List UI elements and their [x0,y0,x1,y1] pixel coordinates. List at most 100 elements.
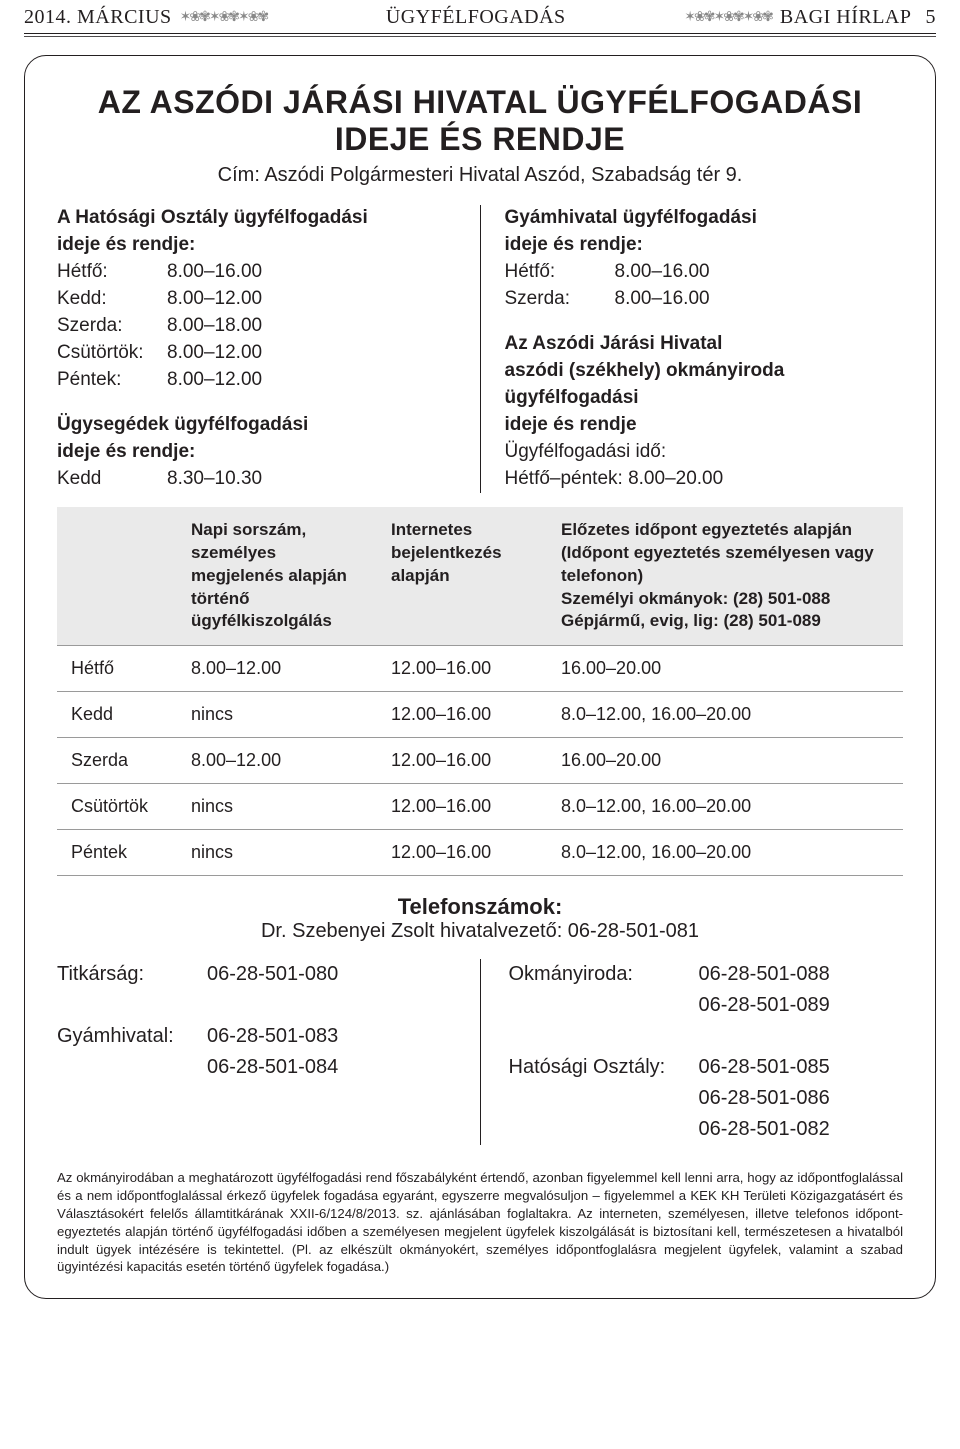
divider [24,36,936,37]
section-heading: ügyfélfogadási [505,385,904,412]
header-date: 2014. MÁRCIUS [24,6,172,29]
table-cell: 12.00–16.00 [377,646,547,692]
phones-title: Telefonszámok: [57,894,903,920]
col-header-line: Gépjármű, evig, lig: (28) 501-089 [561,610,889,633]
table-cell: 12.00–16.00 [377,784,547,830]
schedule-time: 8.00–16.00 [167,259,456,286]
phone-number: 06-28-501-082 [699,1114,904,1145]
schedule-day: Szerda: [57,313,167,340]
schedule-day: Kedd: [57,286,167,313]
table-header-row: Napi sorszám, személyes megjelenés alapj… [57,507,903,646]
address-line: Cím: Aszódi Polgármesteri Hivatal Aszód,… [57,164,903,187]
header-left: 2014. MÁRCIUS ✶❀✾✶❀✾✶❀✾ [24,6,267,29]
main-title-line2: IDEJE ÉS RENDJE [57,121,903,158]
main-title-line1: AZ ASZÓDI JÁRÁSI HIVATAL ÜGYFÉLFOGADÁSI [57,84,903,121]
table-row: Szerda8.00–12.0012.00–16.0016.00–20.00 [57,738,903,784]
phone-number: 06-28-501-084 [207,1052,452,1083]
section-heading: ideje és rendje: [57,439,456,466]
table-cell: nincs [177,784,377,830]
phone-number: 06-28-501-085 [699,1052,904,1083]
schedule-time: 8.00–16.00 [615,286,904,313]
schedule-table: Napi sorszám, személyes megjelenés alapj… [57,507,903,877]
phone-number: 06-28-501-086 [699,1083,904,1114]
header-right: ✶❀✾✶❀✾✶❀✾ BAGI HÍRLAP 5 [684,6,936,29]
table-cell: 8.0–12.00, 16.00–20.00 [547,830,903,876]
phones-left-col: Titkárság:06-28-501-080Gyámhivatal:06-28… [57,959,481,1145]
schedule-time: 8.00–16.00 [615,259,904,286]
phone-number: 06-28-501-089 [699,990,904,1021]
table-cell: 8.00–12.00 [177,738,377,784]
header-paper-name: BAGI HÍRLAP [780,6,912,29]
section-heading: ideje és rendje: [57,232,456,259]
schedule-time: 8.30–10.30 [167,466,456,493]
schedule-day: Csütörtök: [57,340,167,367]
table-cell: 12.00–16.00 [377,692,547,738]
phone-number: 06-28-501-088 [699,959,904,990]
phone-label: Gyámhivatal: [57,1021,207,1052]
table-cell: Hétfő [57,646,177,692]
phone-row: Okmányiroda:06-28-501-088 [509,959,904,990]
phone-row: Titkárság:06-28-501-080 [57,959,452,990]
table-row: Keddnincs12.00–16.008.0–12.00, 16.00–20.… [57,692,903,738]
schedule-line: Ügyfélfogadási idő: [505,439,904,466]
schedule-time: 8.00–18.00 [167,313,456,340]
col-header-line: Előzetes időpont egyeztetés alapján [561,519,889,542]
office-hours-columns: A Hatósági Osztály ügyfélfogadási ideje … [57,205,903,493]
schedule-row: Csütörtök:8.00–12.00 [57,340,456,367]
phone-label: Okmányiroda: [509,959,699,990]
phone-label: Titkárság: [57,959,207,990]
ornament-icon: ✶❀✾✶❀✾✶❀✾ [180,9,268,26]
schedule-day: Hétfő: [505,259,615,286]
schedule-row: Szerda:8.00–16.00 [505,286,904,313]
phone-row: Hatósági Osztály:06-28-501-085 [509,1052,904,1083]
table-row: Pénteknincs12.00–16.008.0–12.00, 16.00–2… [57,830,903,876]
col-header: Internetes bejelentkezés alapján [377,507,547,646]
col-header-line: (Időpont egyeztetés személyesen vagy tel… [561,542,889,588]
schedule-day: Kedd [57,466,167,493]
table-cell: nincs [177,830,377,876]
table-cell: 16.00–20.00 [547,646,903,692]
schedule-row: Hétfő:8.00–16.00 [505,259,904,286]
section-heading: Gyámhivatal ügyfélfogadási [505,205,904,232]
phones-columns: Titkárság:06-28-501-080Gyámhivatal:06-28… [57,959,903,1145]
table-cell: Szerda [57,738,177,784]
table-cell: 16.00–20.00 [547,738,903,784]
table-cell: 8.0–12.00, 16.00–20.00 [547,784,903,830]
schedule-line: Hétfő–péntek: 8.00–20.00 [505,466,904,493]
section-heading: ideje és rendje [505,412,904,439]
phones-director: Dr. Szebenyei Zsolt hivatalvezető: 06-28… [57,920,903,943]
phones-right-col: Okmányiroda:06-28-501-08806-28-501-089Ha… [481,959,904,1145]
col-header [57,507,177,646]
table-row: Hétfő8.00–12.0012.00–16.0016.00–20.00 [57,646,903,692]
table-cell: 8.00–12.00 [177,646,377,692]
page: 2014. MÁRCIUS ✶❀✾✶❀✾✶❀✾ ÜGYFÉLFOGADÁS ✶❀… [0,0,960,1323]
schedule-time: 8.00–12.00 [167,286,456,313]
content-card: AZ ASZÓDI JÁRÁSI HIVATAL ÜGYFÉLFOGADÁSI … [24,55,936,1299]
schedule-row: Kedd8.30–10.30 [57,466,456,493]
col-header-line: Személyi okmányok: (28) 501-088 [561,588,889,611]
schedule-day: Péntek: [57,367,167,394]
col-header: Napi sorszám, személyes megjelenés alapj… [177,507,377,646]
table-cell: Csütörtök [57,784,177,830]
section-heading: aszódi (székhely) okmányiroda [505,358,904,385]
phone-number: 06-28-501-080 [207,959,452,990]
schedule-row: Kedd:8.00–12.00 [57,286,456,313]
table-cell: nincs [177,692,377,738]
table-row: Csütörtöknincs12.00–16.008.0–12.00, 16.0… [57,784,903,830]
table-cell: 8.0–12.00, 16.00–20.00 [547,692,903,738]
section-heading: Az Aszódi Járási Hivatal [505,331,904,358]
phone-row: Gyámhivatal:06-28-501-083 [57,1021,452,1052]
phone-label: Hatósági Osztály: [509,1052,699,1083]
schedule-row: Hétfő:8.00–16.00 [57,259,456,286]
table-cell: Kedd [57,692,177,738]
table-cell: 12.00–16.00 [377,738,547,784]
schedule-row: Péntek:8.00–12.00 [57,367,456,394]
schedule-day: Szerda: [505,286,615,313]
col-header: Előzetes időpont egyeztetés alapján (Idő… [547,507,903,646]
phone-number: 06-28-501-083 [207,1021,452,1052]
right-column: Gyámhivatal ügyfélfogadási ideje és rend… [481,205,904,493]
ornament-icon: ✶❀✾✶❀✾✶❀✾ [684,9,772,26]
divider [24,33,936,34]
section-heading: Ügysegédek ügyfélfogadási [57,412,456,439]
header-page-num: 5 [926,6,937,29]
